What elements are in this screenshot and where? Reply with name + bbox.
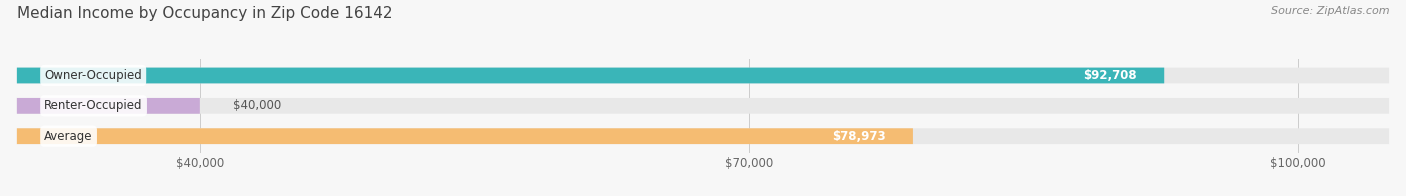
FancyBboxPatch shape (17, 128, 912, 144)
Text: Owner-Occupied: Owner-Occupied (45, 69, 142, 82)
FancyBboxPatch shape (17, 68, 1389, 83)
Text: $78,973: $78,973 (832, 130, 886, 143)
FancyBboxPatch shape (17, 68, 1164, 83)
Text: $92,708: $92,708 (1083, 69, 1137, 82)
Text: Source: ZipAtlas.com: Source: ZipAtlas.com (1271, 6, 1389, 16)
FancyBboxPatch shape (17, 98, 200, 114)
Text: Median Income by Occupancy in Zip Code 16142: Median Income by Occupancy in Zip Code 1… (17, 6, 392, 21)
Text: Renter-Occupied: Renter-Occupied (45, 99, 143, 112)
FancyBboxPatch shape (17, 98, 1389, 114)
FancyBboxPatch shape (17, 128, 1389, 144)
Text: $40,000: $40,000 (233, 99, 281, 112)
Text: Average: Average (45, 130, 93, 143)
